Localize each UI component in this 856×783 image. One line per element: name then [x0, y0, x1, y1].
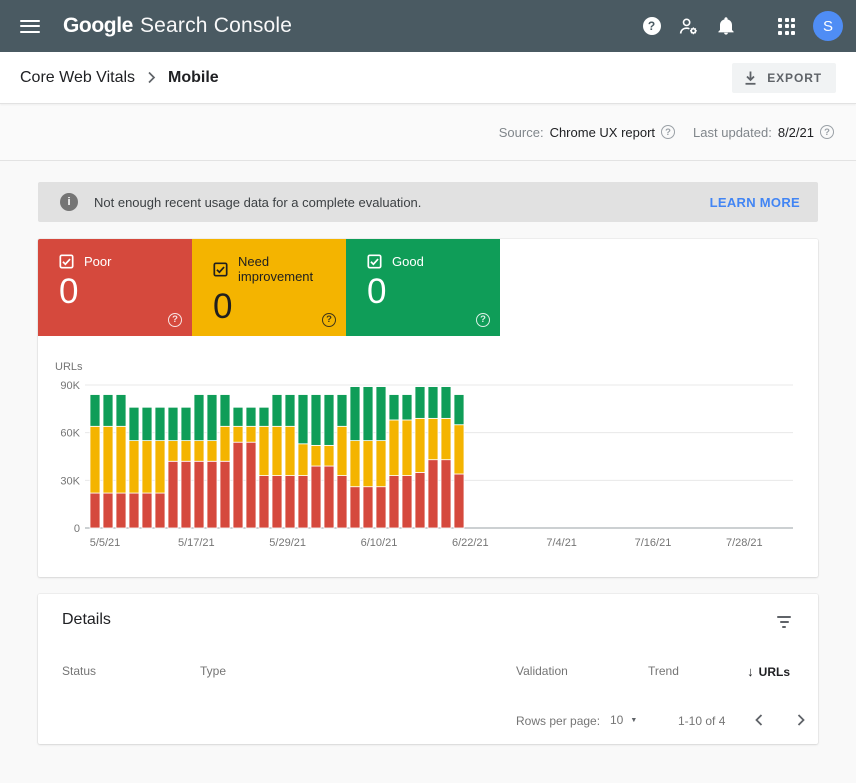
user-settings-button[interactable]: [670, 8, 707, 45]
svg-text:7/4/21: 7/4/21: [546, 537, 577, 549]
pagination-range: 1-10 of 4: [678, 714, 726, 728]
cwv-stacked-bar-chart: URLs 0 30K 60K 90K 5/5/21 5/17/21 5/29/21 6/10/2…: [55, 361, 793, 549]
info-icon: i: [60, 193, 78, 211]
column-header-status[interactable]: Status: [62, 664, 97, 678]
chevron-left-icon: [755, 714, 763, 726]
source-value: Chrome UX report: [549, 124, 656, 140]
logo-suffix-text: Search Console: [139, 14, 293, 37]
svg-text:7/28/21: 7/28/21: [726, 537, 763, 549]
filter-button[interactable]: [770, 608, 798, 636]
rows-per-page-value: 10: [610, 713, 624, 727]
previous-page-button[interactable]: [746, 707, 772, 733]
updated-value: 8/2/21: [777, 124, 814, 140]
column-header-type[interactable]: Type: [200, 664, 227, 678]
tile-need-improvement-label: Need improvement: [238, 254, 314, 284]
notifications-button[interactable]: [707, 8, 744, 45]
checkbox-checked-icon[interactable]: [213, 261, 228, 277]
updated-label: Last updated:: [693, 124, 772, 140]
tile-poor-help-icon[interactable]: ?: [168, 309, 182, 327]
chart-card: Poor 0 ? Need improvement 0: [38, 239, 818, 577]
updated-help-icon[interactable]: ?: [820, 125, 834, 139]
tile-good-label: Good: [392, 254, 424, 269]
column-header-urls[interactable]: ↓ URLs: [747, 664, 790, 679]
hamburger-icon: [20, 19, 40, 22]
svg-text:URLs: URLs: [55, 361, 83, 373]
svg-text:90K: 90K: [60, 380, 80, 392]
person-gear-icon: [679, 18, 697, 34]
breadcrumb-current-page: Mobile: [168, 68, 219, 86]
checkbox-checked-icon[interactable]: [367, 254, 382, 269]
next-page-button[interactable]: [788, 707, 814, 733]
source-label: Source:: [498, 124, 544, 140]
checkbox-checked-icon[interactable]: [59, 254, 74, 269]
logo-google-text: Google: [63, 14, 133, 37]
filter-icon: [777, 616, 791, 619]
tile-need-improvement[interactable]: Need improvement 0 ?: [192, 239, 346, 336]
svg-text:30K: 30K: [60, 475, 80, 487]
tile-good[interactable]: Good 0 ?: [346, 239, 500, 336]
app-logo[interactable]: Google Search Console: [63, 14, 292, 38]
topbar: Google Search Console ? S: [0, 0, 856, 52]
tile-poor[interactable]: Poor 0 ?: [38, 239, 192, 336]
chevron-right-icon: [797, 714, 805, 726]
svg-text:6/22/21: 6/22/21: [452, 537, 489, 549]
tile-need-improvement-count: 0: [213, 287, 233, 326]
svg-text:0: 0: [74, 523, 80, 535]
updated-group: Last updated: 8/2/21 ?: [693, 125, 834, 140]
info-banner: i Not enough recent usage data for a com…: [38, 182, 818, 222]
export-button[interactable]: EXPORT: [732, 62, 836, 93]
breadcrumb-core-web-vitals[interactable]: Core Web Vitals: [20, 68, 136, 86]
status-tiles: Poor 0 ? Need improvement 0: [38, 239, 818, 336]
svg-text:5/29/21: 5/29/21: [269, 537, 306, 549]
svg-text:5/17/21: 5/17/21: [178, 537, 215, 549]
rows-per-page-select[interactable]: 10 ▼: [610, 713, 637, 727]
svg-text:5/5/21: 5/5/21: [90, 537, 121, 549]
banner-message: Not enough recent usage data for a compl…: [94, 194, 422, 210]
topbar-actions: ? S: [633, 8, 843, 45]
chart-area: URLs 0 30K 60K 90K 5/5/21 5/17/21 5/29/21 6/10/2…: [38, 336, 818, 554]
apps-grid-button[interactable]: [768, 8, 805, 45]
tile-good-help-icon[interactable]: ?: [476, 309, 490, 327]
caret-down-icon: ▼: [630, 716, 638, 724]
avatar[interactable]: S: [813, 11, 843, 41]
main-content: i Not enough recent usage data for a com…: [0, 182, 856, 744]
svg-text:6/10/21: 6/10/21: [361, 537, 398, 549]
learn-more-link[interactable]: LEARN MORE: [709, 194, 800, 210]
report-meta-strip: Source: Chrome UX report ? Last updated:…: [0, 104, 856, 161]
help-icon: ?: [642, 17, 661, 35]
details-title: Details: [62, 611, 111, 628]
chevron-right-icon: [147, 71, 156, 84]
help-button[interactable]: ?: [633, 8, 670, 45]
svg-text:7/16/21: 7/16/21: [635, 537, 672, 549]
breadcrumb-row: Core Web Vitals Mobile EXPORT: [0, 52, 856, 104]
tile-need-improvement-help-icon[interactable]: ?: [322, 309, 336, 327]
column-header-trend[interactable]: Trend: [648, 664, 679, 678]
column-header-validation[interactable]: Validation: [516, 664, 568, 678]
source-group: Source: Chrome UX report ?: [498, 124, 676, 140]
details-card: Details Status Type Validation Trend ↓ U…: [38, 594, 818, 744]
download-icon: [745, 71, 756, 85]
tile-good-count: 0: [367, 272, 387, 311]
rows-per-page-label: Rows per page:: [516, 714, 601, 728]
source-help-icon[interactable]: ?: [661, 125, 676, 139]
sort-descending-icon: ↓: [747, 664, 754, 679]
apps-grid-icon: [778, 17, 795, 35]
svg-text:60K: 60K: [60, 428, 80, 440]
tile-poor-count: 0: [59, 272, 79, 311]
bell-icon: [717, 17, 734, 35]
tile-poor-label: Poor: [84, 254, 112, 269]
menu-button[interactable]: [10, 6, 50, 46]
export-label: EXPORT: [767, 70, 822, 85]
